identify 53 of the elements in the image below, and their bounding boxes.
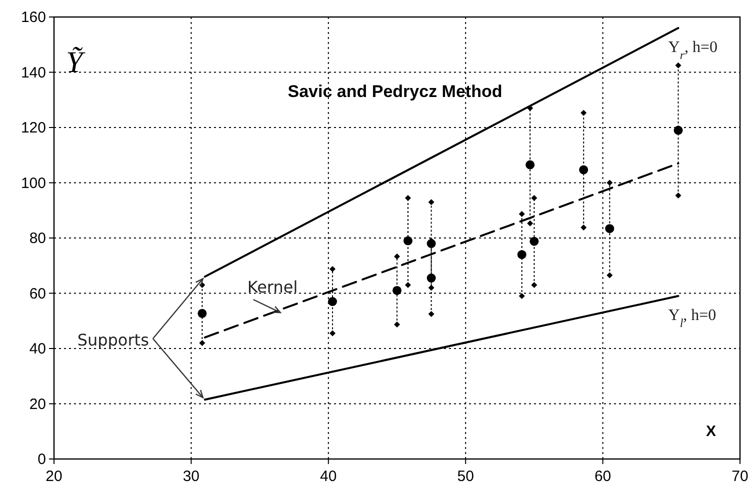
- point: [198, 308, 207, 318]
- y-tick-label: 40: [29, 340, 46, 358]
- point: [403, 236, 412, 246]
- point: [530, 236, 539, 246]
- y-tick-label: 160: [20, 9, 46, 26]
- y-tick-label: 100: [20, 174, 46, 192]
- point: [674, 126, 683, 135]
- point: [328, 297, 338, 306]
- point: [579, 165, 588, 174]
- y-tick-label: 20: [29, 396, 46, 413]
- x-tick-label: 60: [594, 468, 612, 485]
- point: [428, 284, 434, 291]
- x-tick-label: 70: [732, 468, 748, 485]
- point: [428, 310, 434, 317]
- y-tick-label: 60: [29, 285, 46, 302]
- x-axis-title: X: [706, 423, 716, 440]
- annotation: Kernel: [247, 278, 298, 297]
- point: [394, 321, 400, 328]
- point: [531, 194, 538, 201]
- point: [330, 266, 336, 272]
- x-tick-label: 50: [457, 468, 474, 485]
- point: [675, 192, 682, 198]
- point: [526, 160, 535, 170]
- series-label: Y$_{r}$, h=0: [668, 39, 718, 62]
- point: [518, 210, 525, 217]
- point: [518, 293, 525, 300]
- point: [426, 274, 436, 283]
- point: [330, 330, 336, 336]
- y-tick-label: 0: [38, 451, 46, 468]
- series-label: Y$_{l}$, h=0: [668, 307, 716, 330]
- y-tick-label: 80: [29, 230, 46, 247]
- y-tick-label: 120: [20, 120, 46, 136]
- y-axis-title: Ỹ: [66, 46, 86, 79]
- text: Savic and Pedrycz Method: [288, 82, 502, 101]
- point: [675, 62, 682, 68]
- point: [404, 282, 411, 288]
- x-tick-label: 30: [182, 468, 200, 485]
- point: [606, 272, 613, 278]
- y-tick-label: 140: [20, 64, 46, 82]
- point: [199, 340, 206, 346]
- point: [580, 224, 587, 231]
- annotation: Supports: [77, 330, 149, 350]
- point: [517, 250, 526, 260]
- point: [428, 199, 434, 206]
- x-tick-label: 20: [46, 468, 62, 485]
- point: [404, 194, 411, 201]
- point: [580, 110, 587, 116]
- point: [392, 286, 402, 295]
- x-tick-label: 40: [320, 468, 337, 485]
- point: [531, 282, 538, 288]
- point: [605, 224, 614, 234]
- point: [606, 180, 613, 186]
- point: [527, 220, 534, 226]
